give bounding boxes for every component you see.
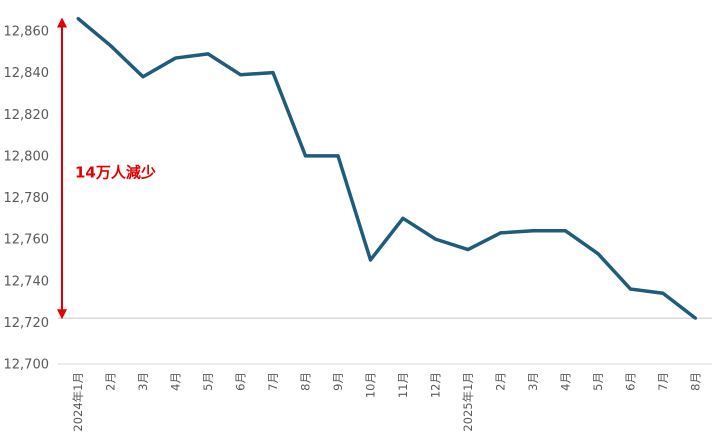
- data-point: [401, 216, 405, 220]
- data-point: [304, 154, 307, 158]
- data-point: [336, 154, 340, 158]
- data-point: [694, 316, 697, 320]
- data-point: [564, 229, 567, 233]
- y-tick-label: 12,780: [4, 191, 50, 206]
- data-point: [109, 44, 112, 48]
- x-tick-label: 3月: [526, 372, 540, 391]
- data-point: [239, 73, 242, 77]
- x-tick-label: 2月: [494, 372, 508, 391]
- decrease-arrow-head-top: [57, 17, 67, 28]
- y-tick-label: 12,840: [4, 66, 50, 81]
- y-tick-label: 12,700: [4, 358, 50, 373]
- x-tick-label: 3月: [136, 372, 150, 391]
- x-tick-label: 5月: [201, 372, 215, 391]
- data-point: [661, 291, 665, 295]
- data-point: [466, 248, 470, 252]
- x-tick-label: 6月: [234, 372, 248, 391]
- data-point: [206, 52, 210, 56]
- x-tick-label: 12月: [429, 372, 443, 398]
- x-tick-label: 8月: [299, 372, 313, 391]
- y-tick-label: 12,820: [4, 108, 50, 123]
- data-point: [596, 252, 600, 256]
- data-point: [531, 229, 535, 233]
- data-point: [174, 56, 177, 60]
- data-point: [499, 231, 502, 235]
- x-tick-label: 8月: [689, 372, 703, 391]
- data-point: [271, 71, 275, 75]
- x-tick-label: 4月: [559, 372, 573, 391]
- x-tick-label: 2024年1月: [71, 372, 85, 432]
- data-point: [434, 237, 437, 241]
- x-tick-label: 4月: [169, 372, 183, 391]
- y-tick-label: 12,760: [4, 233, 50, 248]
- x-tick-label: 2月: [104, 372, 118, 391]
- data-point: [369, 258, 372, 262]
- x-tick-label: 11月: [396, 372, 410, 398]
- x-tick-label: 9月: [331, 372, 345, 391]
- x-tick-label: 2025年1月: [461, 372, 475, 432]
- x-axis: 2024年1月 2月 3月 4月 5月 6月 7月 8月 9月 10月 11月 12月 2025年1月 2…: [71, 372, 703, 432]
- data-point: [141, 75, 145, 79]
- decrease-arrow-head-bottom: [57, 309, 67, 320]
- x-tick-label: 6月: [624, 372, 638, 391]
- y-tick-label: 12,860: [4, 25, 50, 40]
- data-point: [76, 17, 80, 21]
- y-axis: 12,700 12,720 12,740 12,760 12,780 12,800 12,8…: [4, 25, 50, 373]
- series-group: [76, 17, 697, 320]
- x-tick-label: 7月: [266, 372, 280, 391]
- series-line: [76, 17, 697, 320]
- annotation-group: 14万人減少: [57, 17, 156, 320]
- y-tick-label: 12,720: [4, 316, 50, 331]
- x-tick-label: 5月: [591, 372, 605, 391]
- data-point: [629, 287, 632, 291]
- y-tick-label: 12,800: [4, 149, 50, 164]
- y-tick-label: 12,740: [4, 274, 50, 289]
- x-tick-label: 10月: [364, 372, 378, 398]
- x-tick-label: 7月: [656, 372, 670, 391]
- annotation-text: 14万人減少: [75, 163, 156, 181]
